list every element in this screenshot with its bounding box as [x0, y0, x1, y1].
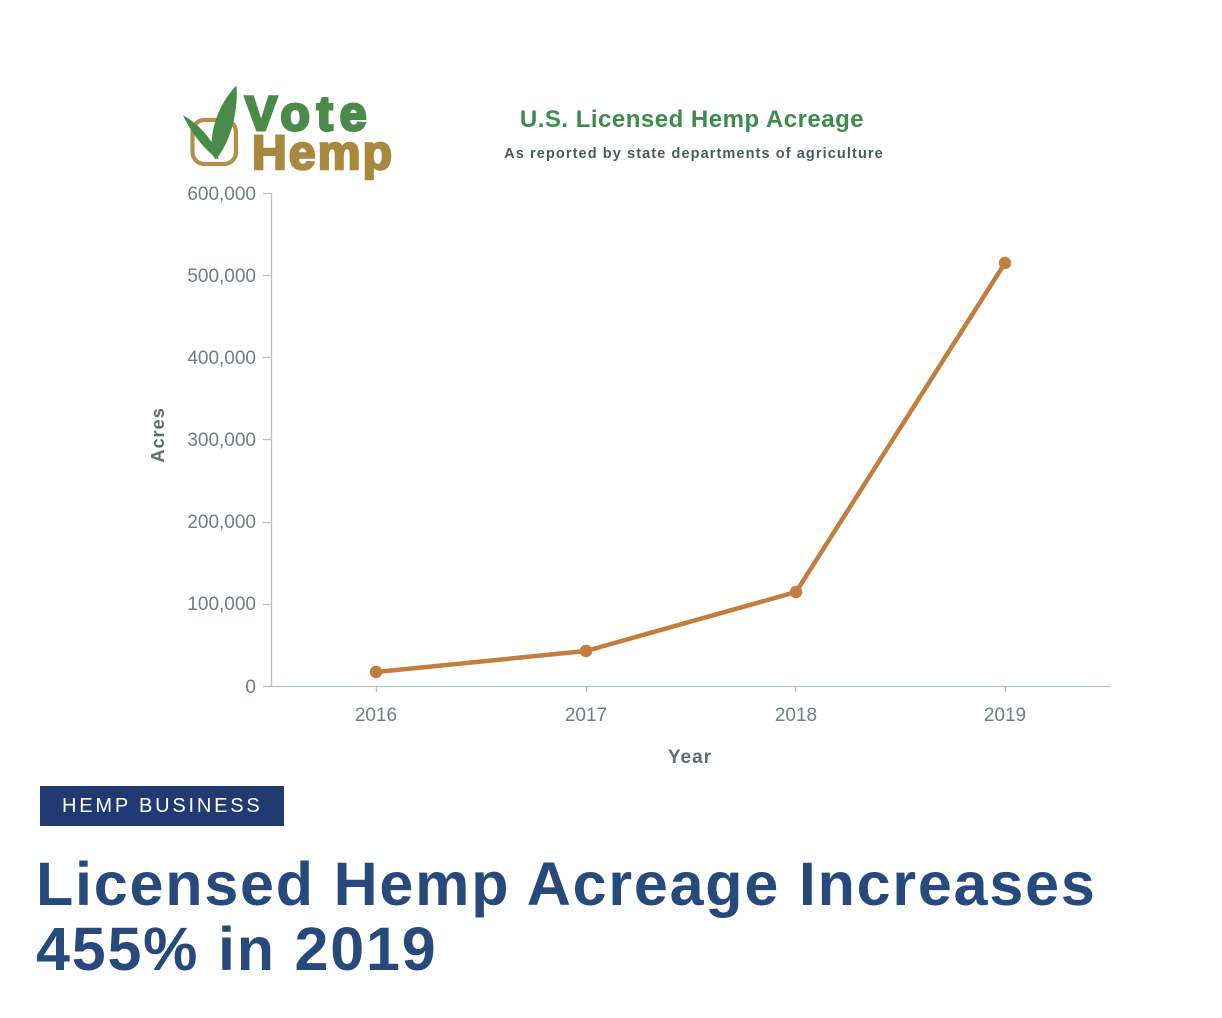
svg-text:Year: Year: [668, 747, 712, 768]
svg-text:Vote: Vote: [245, 88, 373, 141]
svg-text:300,000: 300,000: [187, 430, 256, 451]
svg-text:2016: 2016: [355, 705, 397, 726]
svg-text:Hemp: Hemp: [252, 127, 394, 180]
svg-text:2017: 2017: [565, 705, 607, 726]
svg-text:400,000: 400,000: [187, 348, 256, 369]
svg-text:2018: 2018: [775, 705, 817, 726]
svg-text:Acres: Acres: [147, 407, 168, 462]
svg-text:U.S. Licensed Hemp Acreage: U.S. Licensed Hemp Acreage: [520, 106, 864, 133]
svg-text:2019: 2019: [984, 705, 1026, 726]
svg-text:600,000: 600,000: [187, 184, 256, 205]
svg-text:100,000: 100,000: [187, 594, 256, 615]
svg-text:500,000: 500,000: [187, 266, 256, 287]
svg-text:0: 0: [245, 677, 256, 698]
svg-text:200,000: 200,000: [187, 512, 256, 533]
svg-text:As reported by state departmen: As reported by state departments of agri…: [504, 146, 884, 162]
